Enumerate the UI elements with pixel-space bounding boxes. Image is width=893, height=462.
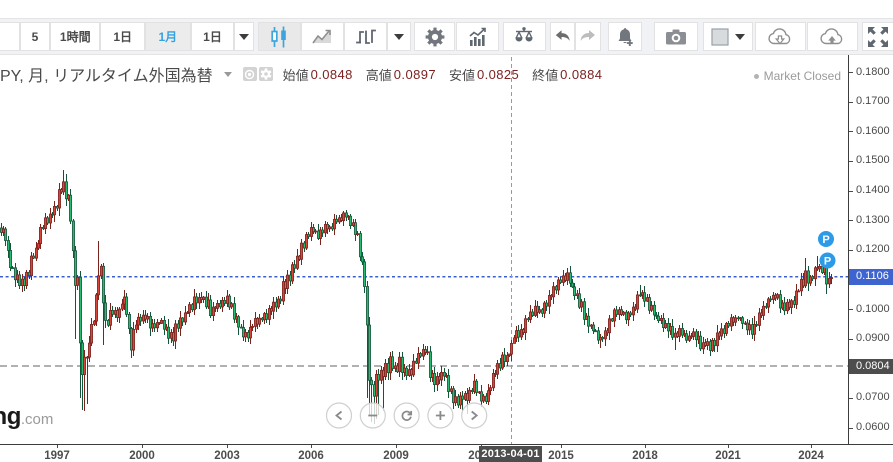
svg-text:P: P xyxy=(824,256,831,268)
svg-text:P: P xyxy=(822,234,829,246)
